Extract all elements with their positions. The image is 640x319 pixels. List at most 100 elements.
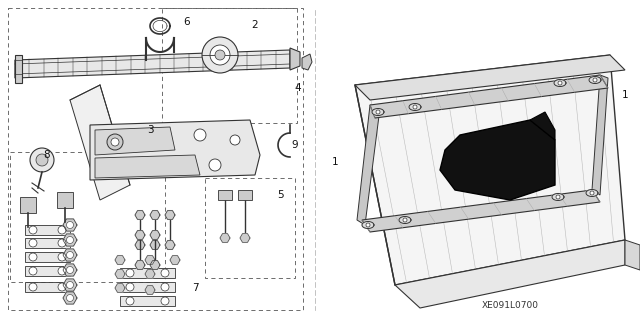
Polygon shape xyxy=(95,155,200,178)
Polygon shape xyxy=(63,219,77,231)
Polygon shape xyxy=(145,256,155,264)
Circle shape xyxy=(67,281,74,288)
Polygon shape xyxy=(370,75,608,118)
Polygon shape xyxy=(409,103,421,110)
Polygon shape xyxy=(63,292,77,304)
Circle shape xyxy=(161,283,169,291)
Polygon shape xyxy=(589,77,601,84)
Polygon shape xyxy=(70,85,130,200)
Polygon shape xyxy=(145,270,155,278)
Polygon shape xyxy=(150,241,160,249)
Polygon shape xyxy=(95,127,175,155)
Circle shape xyxy=(67,294,74,301)
Bar xyxy=(8,8,303,310)
Polygon shape xyxy=(554,79,566,86)
Bar xyxy=(10,152,165,282)
Polygon shape xyxy=(135,241,145,249)
Polygon shape xyxy=(290,48,300,70)
Polygon shape xyxy=(362,190,600,232)
Circle shape xyxy=(403,218,407,222)
Polygon shape xyxy=(135,261,145,269)
Polygon shape xyxy=(362,221,374,228)
Circle shape xyxy=(202,37,238,73)
Polygon shape xyxy=(238,190,252,200)
Circle shape xyxy=(58,226,66,234)
Polygon shape xyxy=(150,211,160,219)
Polygon shape xyxy=(25,252,70,262)
Polygon shape xyxy=(220,234,230,242)
Polygon shape xyxy=(25,282,70,292)
Circle shape xyxy=(126,297,134,305)
Polygon shape xyxy=(530,112,555,140)
Polygon shape xyxy=(330,0,640,319)
Polygon shape xyxy=(120,282,175,292)
Circle shape xyxy=(67,236,74,243)
Circle shape xyxy=(194,129,206,141)
Polygon shape xyxy=(115,284,125,292)
Polygon shape xyxy=(625,240,640,270)
Circle shape xyxy=(29,253,37,261)
Polygon shape xyxy=(57,192,73,208)
Circle shape xyxy=(58,253,66,261)
Polygon shape xyxy=(145,286,155,294)
Polygon shape xyxy=(90,120,260,180)
Text: 3: 3 xyxy=(147,125,154,135)
Circle shape xyxy=(29,239,37,247)
Polygon shape xyxy=(63,249,77,261)
Polygon shape xyxy=(218,190,232,200)
Circle shape xyxy=(376,110,380,114)
Circle shape xyxy=(215,50,225,60)
Circle shape xyxy=(67,251,74,258)
Polygon shape xyxy=(357,105,380,225)
Circle shape xyxy=(58,283,66,291)
Polygon shape xyxy=(25,225,70,235)
Polygon shape xyxy=(165,241,175,249)
Polygon shape xyxy=(25,266,70,276)
Polygon shape xyxy=(355,55,625,100)
Polygon shape xyxy=(150,261,160,269)
Polygon shape xyxy=(240,234,250,242)
Circle shape xyxy=(67,221,74,228)
Circle shape xyxy=(161,269,169,277)
Circle shape xyxy=(29,267,37,275)
Bar xyxy=(205,178,295,278)
Circle shape xyxy=(413,105,417,109)
Text: XE091L0700: XE091L0700 xyxy=(481,300,538,309)
Bar xyxy=(162,8,297,123)
Circle shape xyxy=(107,134,123,150)
Circle shape xyxy=(161,297,169,305)
Text: 6: 6 xyxy=(184,17,190,27)
Circle shape xyxy=(126,283,134,291)
Circle shape xyxy=(209,159,221,171)
Polygon shape xyxy=(115,270,125,278)
Circle shape xyxy=(30,148,54,172)
Polygon shape xyxy=(586,189,598,197)
Text: 2: 2 xyxy=(252,20,259,30)
Polygon shape xyxy=(63,264,77,276)
Polygon shape xyxy=(120,296,175,306)
Circle shape xyxy=(558,81,562,85)
Polygon shape xyxy=(135,231,145,239)
Polygon shape xyxy=(115,256,125,264)
Polygon shape xyxy=(302,54,312,70)
Circle shape xyxy=(58,239,66,247)
Polygon shape xyxy=(395,240,625,308)
Polygon shape xyxy=(552,194,564,201)
Polygon shape xyxy=(440,120,555,200)
Text: 5: 5 xyxy=(276,190,284,200)
Polygon shape xyxy=(15,50,290,78)
Circle shape xyxy=(29,226,37,234)
Circle shape xyxy=(556,195,560,199)
Polygon shape xyxy=(63,234,77,246)
Circle shape xyxy=(126,269,134,277)
Polygon shape xyxy=(63,279,77,291)
Circle shape xyxy=(36,154,48,166)
Circle shape xyxy=(590,191,594,195)
Text: 1: 1 xyxy=(621,90,628,100)
Text: 8: 8 xyxy=(44,150,51,160)
Circle shape xyxy=(230,135,240,145)
Polygon shape xyxy=(135,211,145,219)
Text: 9: 9 xyxy=(292,140,298,150)
Polygon shape xyxy=(150,231,160,239)
Polygon shape xyxy=(20,197,36,213)
